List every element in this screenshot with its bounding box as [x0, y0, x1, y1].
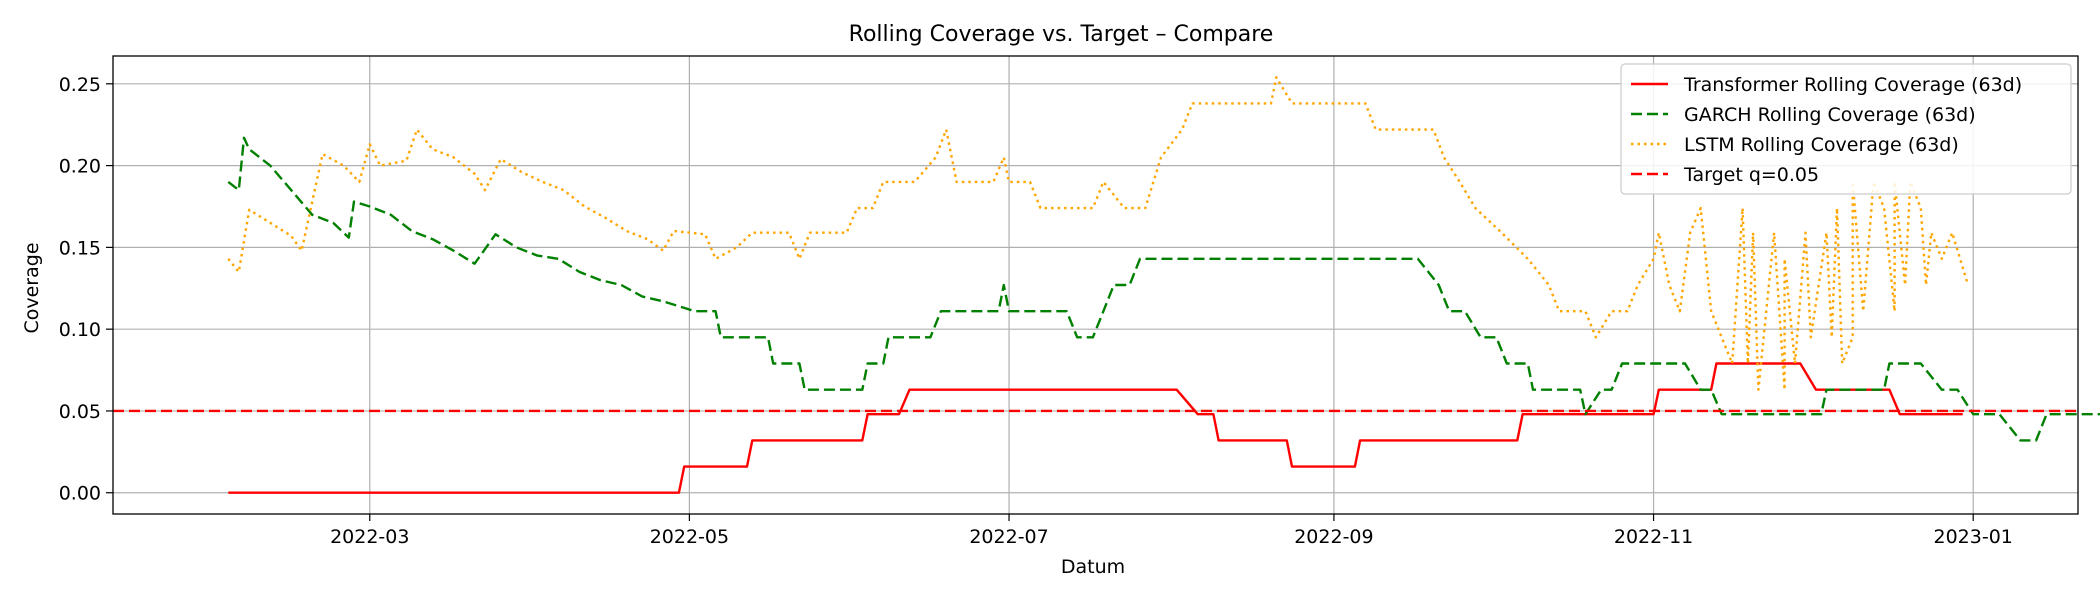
y-tick-label: 0.05 — [59, 401, 101, 423]
x-axis-label: Datum — [1061, 556, 1125, 578]
series-line-2 — [227, 76, 1970, 391]
chart-title: Rolling Coverage vs. Target – Compare — [849, 22, 1274, 47]
legend-label: Transformer Rolling Coverage (63d) — [1683, 74, 2022, 96]
y-tick-label: 0.20 — [59, 156, 101, 178]
legend-label: GARCH Rolling Coverage (63d) — [1684, 104, 1976, 126]
y-tick-label: 0.25 — [59, 74, 101, 96]
x-tick-label: 2023-01 — [1934, 526, 2013, 548]
series-line-0 — [228, 362, 1963, 494]
y-tick-label: 0.15 — [59, 237, 101, 259]
x-tick-label: 2022-11 — [1614, 526, 1693, 548]
axis-ticks: 2022-03 2022-05 2022-07 2022-09 2022-11 2023-… — [59, 74, 2013, 548]
x-tick-label: 2022-09 — [1294, 526, 1373, 548]
y-axis-label: Coverage — [21, 242, 43, 333]
plot-frame — [112, 55, 2079, 515]
legend: Transformer Rolling Coverage (63d) GARCH … — [1620, 63, 2072, 195]
y-tick-label: 0.00 — [59, 483, 101, 505]
y-tick-label: 0.10 — [59, 319, 101, 341]
legend-label: Target q=0.05 — [1683, 164, 1819, 186]
legend-label: LSTM Rolling Coverage (63d) — [1684, 134, 1959, 156]
legend-box — [1620, 63, 2072, 195]
x-tick-label: 2022-03 — [330, 526, 409, 548]
x-tick-label: 2022-05 — [650, 526, 729, 548]
x-tick-label: 2022-07 — [969, 526, 1048, 548]
